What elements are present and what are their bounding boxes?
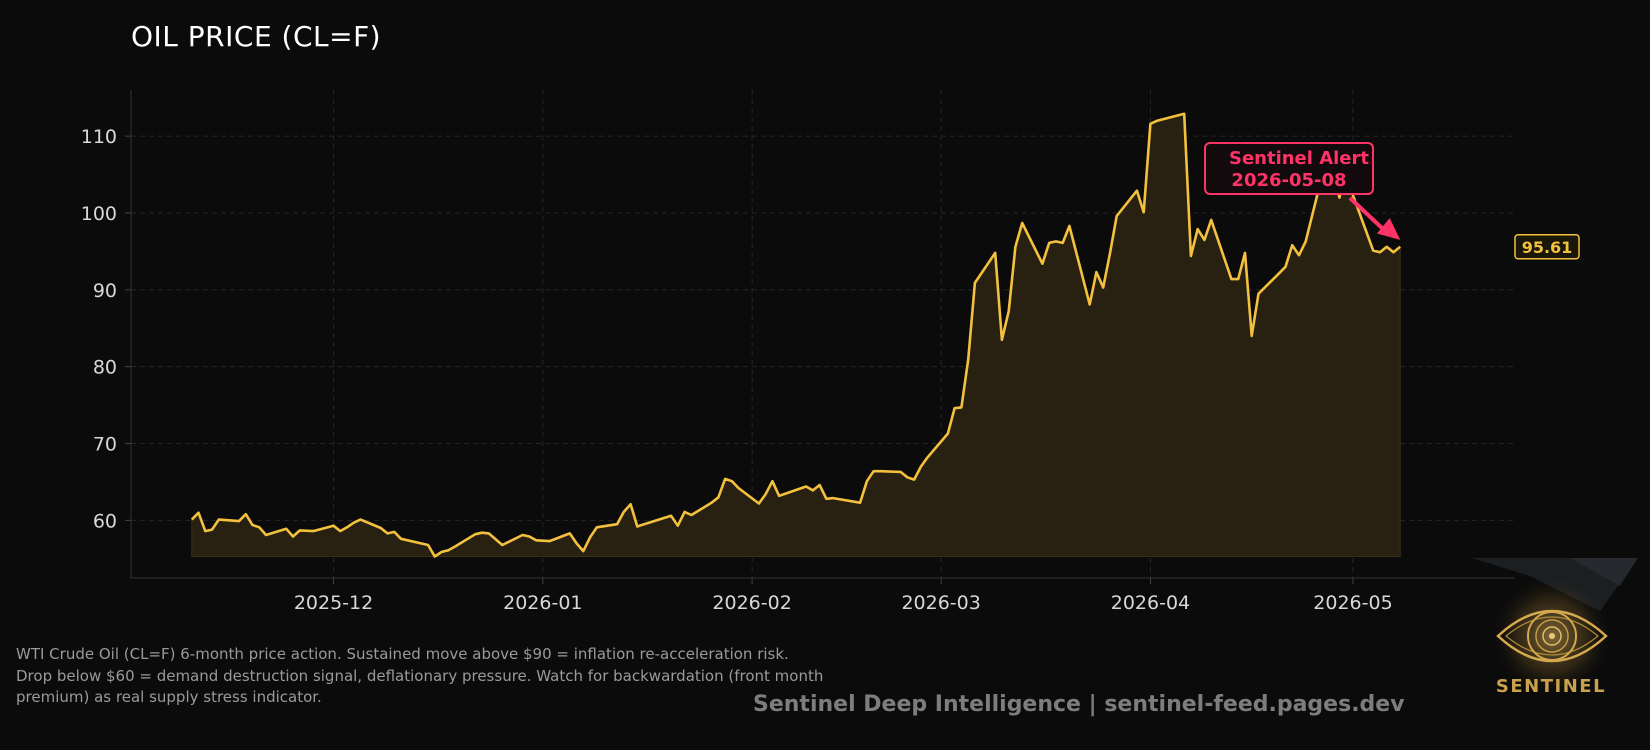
y-tick-label: 80 — [93, 357, 117, 379]
alert-box — [1204, 142, 1374, 195]
x-tick-label: 2026-04 — [1111, 592, 1190, 614]
x-tick-label: 2026-01 — [503, 592, 582, 614]
axes — [125, 90, 1515, 584]
alert-title: Sentinel Alert — [1229, 148, 1369, 169]
y-tick-label: 100 — [81, 203, 117, 225]
logo-wordmark: SENTINEL — [1495, 676, 1607, 697]
y-tick-label: 90 — [93, 280, 117, 302]
sentinel-logo: SENTINEL — [1470, 556, 1640, 716]
y-tick-label: 110 — [81, 126, 117, 148]
y-tick-label: 60 — [93, 510, 117, 532]
alert-date: 2026-05-08 — [1231, 170, 1346, 191]
x-tick-label: 2026-02 — [712, 592, 791, 614]
y-tick-label: 70 — [93, 434, 117, 456]
x-tick-label: 2026-05 — [1313, 592, 1392, 614]
footer-credit: Sentinel Deep Intelligence | sentinel-fe… — [753, 692, 1405, 717]
x-tick-label: 2026-03 — [901, 592, 980, 614]
description-line: WTI Crude Oil (CL=F) 6-month price actio… — [16, 645, 789, 663]
description-line: Drop below $60 = demand destruction sign… — [16, 666, 824, 685]
price-line — [190, 112, 1402, 558]
last-price-label: 95.61 — [1522, 238, 1573, 257]
tick-labels: 60 70 80 90 100 110 2025-12 2026-01 2026-02 2026-… — [81, 126, 1393, 614]
chart-description: WTI Crude Oil (CL=F) 6-month price actio… — [16, 644, 823, 709]
last-price-badge — [1514, 234, 1580, 260]
description-line: premium) as real supply stress indicator… — [16, 688, 322, 706]
price-series-line — [190, 112, 1402, 558]
eye-icon — [1472, 558, 1638, 698]
alert-arrow-head — [1376, 218, 1401, 240]
chart-title: OIL PRICE (CL=F) — [131, 20, 382, 53]
x-tick-label: 2025-12 — [294, 592, 373, 614]
